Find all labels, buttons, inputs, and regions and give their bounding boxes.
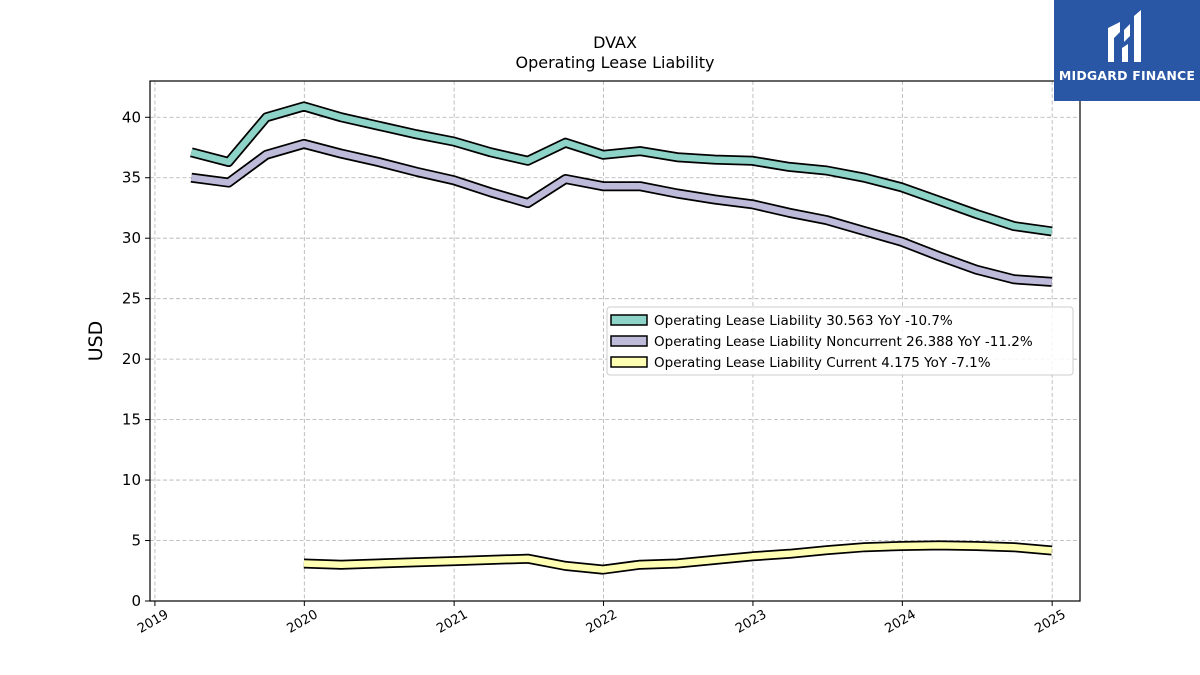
x-tick-label: 2021 [434, 607, 470, 637]
series-line-3 [303, 540, 1053, 575]
x-tick-label: 2022 [584, 607, 620, 637]
y-tick-label: 20 [122, 350, 141, 368]
chart-subtitle: Operating Lease Liability [515, 53, 714, 72]
x-tick-label: 2023 [733, 607, 769, 637]
series-outline [190, 138, 1053, 287]
y-tick-label: 15 [122, 411, 141, 429]
legend-swatch [610, 356, 648, 368]
y-tick-label: 30 [122, 229, 141, 247]
series-line-2 [190, 138, 1053, 287]
x-tick-label: 2020 [284, 607, 320, 637]
x-tick-label: 2025 [1032, 607, 1068, 637]
y-tick-label: 40 [122, 108, 141, 126]
y-tick-label: 35 [122, 169, 141, 187]
y-tick-label: 5 [131, 532, 141, 550]
legend-swatch [610, 335, 648, 347]
brand-name: MIDGARD FINANCE [1058, 68, 1196, 83]
y-tick-label: 25 [122, 290, 141, 308]
x-tick-label: 2019 [135, 607, 171, 637]
legend-entry: Operating Lease Liability 30.563 YoY -10… [654, 313, 953, 329]
y-tick-label: 10 [122, 471, 141, 489]
brand-logo: MIDGARD FINANCE [1054, 0, 1200, 101]
chart-title: DVAX [593, 33, 637, 52]
series-stroke [190, 140, 1053, 286]
legend-swatch [610, 314, 648, 326]
plot-frame [149, 80, 1081, 602]
series-stroke [303, 542, 1053, 573]
y-tick-label: 0 [131, 592, 141, 610]
legend-entry: Operating Lease Liability Noncurrent 26.… [654, 334, 1033, 350]
x-tick-label: 2024 [883, 607, 919, 637]
brand-mark-icon [1108, 10, 1141, 62]
legend-box [606, 306, 1074, 376]
legend: Operating Lease Liability 30.563 YoY -10… [606, 306, 1074, 376]
series-stroke [190, 103, 1053, 235]
legend-entry: Operating Lease Liability Current 4.175 … [654, 355, 991, 371]
series-outline [190, 101, 1053, 237]
y-axis-label: USD [85, 321, 107, 362]
series-line-1 [190, 101, 1053, 237]
series-layer [190, 101, 1053, 575]
